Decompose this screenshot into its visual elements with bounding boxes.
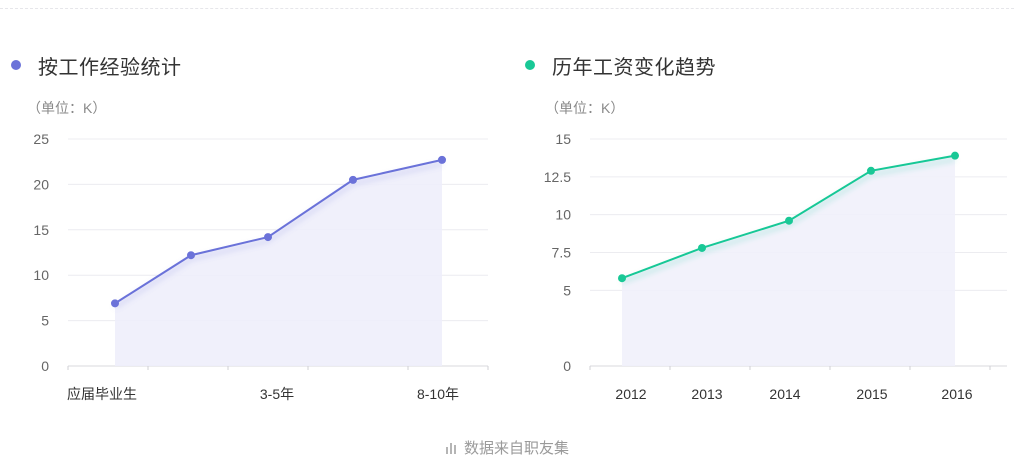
data-point: [951, 151, 959, 160]
chart-title: 历年工资变化趋势: [552, 56, 716, 79]
y-tick-label: 12.5: [544, 169, 571, 185]
y-tick-label: 15: [33, 222, 49, 238]
chart-experience: 0 5 10 15 20 25 应届毕业生 3-5年 8-10年: [33, 131, 489, 402]
x-tick-label: 2014: [769, 386, 800, 402]
x-tick-label: 8-10年: [417, 386, 459, 402]
series-dot-icon: [11, 60, 21, 70]
data-point: [618, 274, 626, 283]
x-tick-label: 2012: [615, 386, 646, 402]
series-dot-icon: [525, 60, 535, 70]
data-source: 数据来自职友集: [0, 437, 1014, 458]
panel-header: 按工作经验统计: [11, 52, 182, 79]
panel-yearly: 历年工资变化趋势 （单位：K） 0 5 7.5 10 12.5 15 2012 2013 201…: [507, 0, 1014, 430]
data-point: [111, 299, 119, 308]
series-area: [115, 159, 442, 366]
y-tick-label: 7.5: [552, 245, 572, 261]
y-tick-label: 10: [555, 207, 571, 223]
y-tick-label: 0: [563, 358, 571, 374]
y-tick-label: 25: [33, 131, 49, 147]
chart-yearly: 0 5 7.5 10 12.5 15 2012 2013 2014 2015 2016: [544, 131, 1007, 402]
y-tick-label: 5: [563, 282, 571, 298]
x-tick-label: 2016: [941, 386, 972, 402]
data-point: [698, 243, 706, 252]
panel-header: 历年工资变化趋势: [525, 52, 716, 79]
x-tick-label: 3-5年: [260, 386, 294, 402]
y-tick-label: 5: [41, 313, 49, 329]
unit-label: （单位：K）: [545, 100, 625, 116]
y-tick-label: 15: [555, 131, 571, 147]
unit-label: （单位：K）: [27, 100, 107, 116]
x-tick-label: 2013: [691, 386, 722, 402]
y-tick-label: 10: [33, 267, 49, 283]
chart-title: 按工作经验统计: [38, 56, 182, 79]
y-tick-label: 0: [41, 358, 49, 374]
series-area: [622, 155, 955, 366]
x-tick-label: 应届毕业生: [67, 386, 137, 402]
data-source-text: 数据来自职友集: [463, 440, 569, 457]
data-point: [264, 233, 272, 242]
panel-experience: 按工作经验统计 （单位：K） 0 5 10 15 20 25 应届毕业生 3-5年 8-10年: [0, 0, 507, 430]
data-point: [785, 216, 793, 225]
data-point: [349, 175, 357, 184]
data-point: [438, 155, 446, 164]
data-point: [867, 166, 875, 175]
top-divider: [0, 8, 1014, 9]
y-tick-label: 20: [33, 176, 49, 192]
x-tick-label: 2015: [856, 386, 887, 402]
data-point: [187, 251, 195, 260]
bar-chart-icon: [445, 443, 456, 454]
